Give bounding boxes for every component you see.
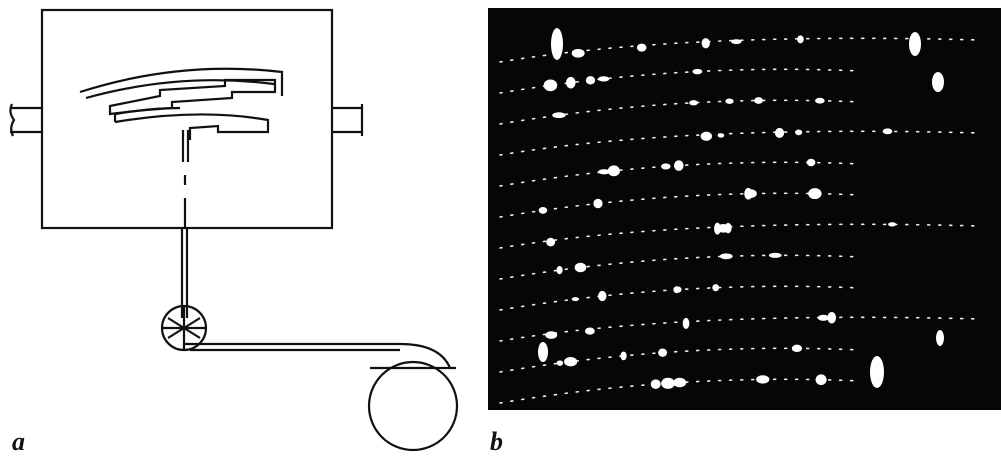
drum: [369, 362, 457, 450]
spot: [661, 378, 675, 389]
spot: [808, 188, 821, 199]
spot: [731, 39, 741, 44]
spot: [557, 360, 564, 365]
spot: [754, 97, 763, 104]
spot: [546, 238, 555, 247]
spot: [689, 100, 698, 105]
spot: [769, 253, 782, 258]
blob: [909, 32, 921, 56]
blob: [936, 330, 944, 346]
spot: [556, 266, 562, 274]
blob: [932, 72, 944, 92]
shaft: [10, 108, 362, 132]
spot: [598, 76, 609, 81]
blob: [551, 28, 563, 60]
spot: [692, 69, 702, 74]
spot: [792, 345, 802, 352]
spot: [673, 378, 686, 387]
spot: [797, 35, 804, 43]
figure: a b: [0, 0, 1001, 457]
spot: [718, 133, 725, 137]
spot: [815, 98, 825, 104]
photo-panel: [488, 8, 1001, 410]
spot: [637, 44, 647, 52]
spot: [598, 291, 606, 301]
spot: [620, 351, 626, 360]
belt: [184, 344, 456, 368]
housing: [42, 10, 332, 228]
spot: [539, 207, 548, 214]
spot: [661, 163, 671, 169]
spot: [725, 99, 733, 104]
spot: [818, 315, 829, 321]
spot: [807, 159, 816, 167]
spot: [712, 284, 719, 291]
spot: [545, 331, 557, 339]
spot: [888, 222, 896, 226]
spot: [720, 253, 733, 259]
spot: [658, 348, 667, 356]
spot: [585, 327, 595, 334]
spot: [795, 129, 802, 135]
spot: [572, 297, 579, 301]
spot: [756, 375, 769, 383]
spot: [725, 223, 732, 233]
spot: [816, 374, 827, 385]
spot: [683, 318, 690, 329]
spot: [673, 286, 680, 293]
panel-label: b: [490, 427, 503, 456]
photo: [488, 8, 1001, 410]
spot: [575, 263, 587, 273]
panel-label: a: [12, 427, 25, 456]
spot: [552, 112, 565, 118]
spot: [674, 160, 684, 171]
spot: [744, 188, 752, 200]
spot: [544, 79, 558, 91]
spot: [564, 357, 577, 366]
arc-plate: [110, 80, 275, 114]
blob: [870, 356, 884, 388]
spot: [566, 77, 576, 89]
shaft-end: [10, 104, 362, 136]
spot: [593, 199, 602, 208]
spot: [572, 49, 585, 58]
spot: [608, 165, 620, 176]
spot: [775, 128, 784, 138]
diagram-panel: [10, 10, 457, 450]
arc-plate: [115, 108, 268, 140]
spot: [586, 76, 595, 84]
spot: [883, 128, 893, 134]
spot: [702, 38, 710, 48]
wire: [182, 130, 188, 318]
blob: [538, 342, 548, 362]
spot: [701, 132, 712, 141]
spot: [651, 379, 661, 389]
